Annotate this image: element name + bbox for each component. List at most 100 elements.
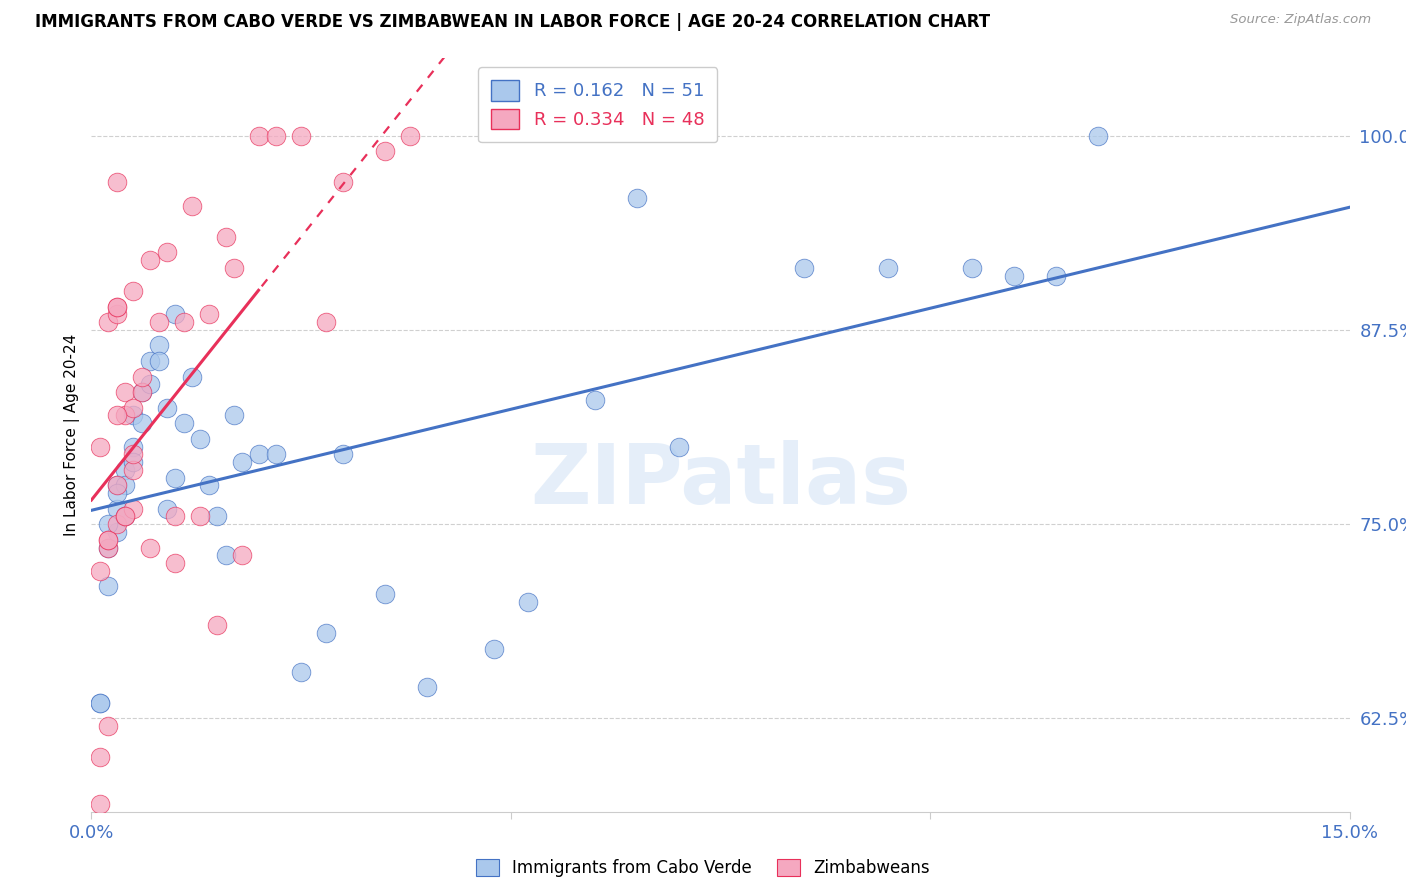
Point [131,369,153,384]
Point [122,447,145,461]
Point [139,541,162,555]
Point [114,509,136,524]
Point [214,549,236,563]
Point [315,315,337,329]
Text: Source: ZipAtlas.com: Source: ZipAtlas.com [1230,13,1371,27]
Point [165,307,187,321]
Point [264,447,287,461]
Point [105,501,128,516]
Point [89,750,111,764]
Point [114,509,136,524]
Point [89,696,111,710]
Point [416,681,439,695]
Point [290,665,312,679]
Point [122,463,145,477]
Point [173,416,195,430]
Point [89,797,111,811]
Point [122,440,145,454]
Point [139,354,162,368]
Point [89,696,111,710]
Point [105,478,128,492]
Text: ZIPatlas: ZIPatlas [530,440,911,521]
Point [247,128,270,143]
Point [122,409,145,423]
Point [231,455,253,469]
Point [131,385,153,400]
Point [181,369,204,384]
Y-axis label: In Labor Force | Age 20-24: In Labor Force | Age 20-24 [65,334,80,536]
Point [374,145,396,159]
Point [198,478,221,492]
Point [122,284,145,298]
Point [1002,268,1025,283]
Point [131,385,153,400]
Legend: R = 0.162   N = 51, R = 0.334   N = 48: R = 0.162 N = 51, R = 0.334 N = 48 [478,67,717,142]
Point [114,478,136,492]
Point [516,595,538,609]
Point [105,409,128,423]
Point [105,524,128,539]
Point [315,626,337,640]
Point [668,440,690,454]
Point [231,549,253,563]
Point [97,579,120,593]
Legend: Immigrants from Cabo Verde, Zimbabweans: Immigrants from Cabo Verde, Zimbabweans [470,852,936,884]
Point [1087,128,1109,143]
Point [122,501,145,516]
Point [89,440,111,454]
Point [399,128,422,143]
Point [97,533,120,547]
Point [139,252,162,267]
Point [89,564,111,578]
Text: IMMIGRANTS FROM CABO VERDE VS ZIMBABWEAN IN LABOR FORCE | AGE 20-24 CORRELATION : IMMIGRANTS FROM CABO VERDE VS ZIMBABWEAN… [35,13,990,31]
Point [156,501,179,516]
Point [97,517,120,532]
Point [374,587,396,601]
Point [583,392,606,407]
Point [122,401,145,415]
Point [181,199,204,213]
Point [114,409,136,423]
Point [105,307,128,321]
Point [165,509,187,524]
Point [222,260,245,275]
Point [97,533,120,547]
Point [247,447,270,461]
Point [139,377,162,392]
Point [105,175,128,189]
Point [626,191,648,205]
Point [264,128,287,143]
Point [962,260,984,275]
Point [114,385,136,400]
Point [205,618,228,632]
Point [190,509,212,524]
Point [290,128,312,143]
Point [122,455,145,469]
Point [97,541,120,555]
Point [165,470,187,484]
Point [205,509,228,524]
Point [97,541,120,555]
Point [114,509,136,524]
Point [114,463,136,477]
Point [156,245,179,260]
Point [156,401,179,415]
Point [198,307,221,321]
Point [105,478,128,492]
Point [131,416,153,430]
Point [148,315,170,329]
Point [1045,268,1067,283]
Point [214,229,236,244]
Point [793,260,815,275]
Point [97,315,120,329]
Point [222,409,245,423]
Point [877,260,900,275]
Point [105,300,128,314]
Point [105,300,128,314]
Point [332,447,354,461]
Point [148,354,170,368]
Point [105,517,128,532]
Point [105,486,128,500]
Point [97,719,120,733]
Point [482,641,505,656]
